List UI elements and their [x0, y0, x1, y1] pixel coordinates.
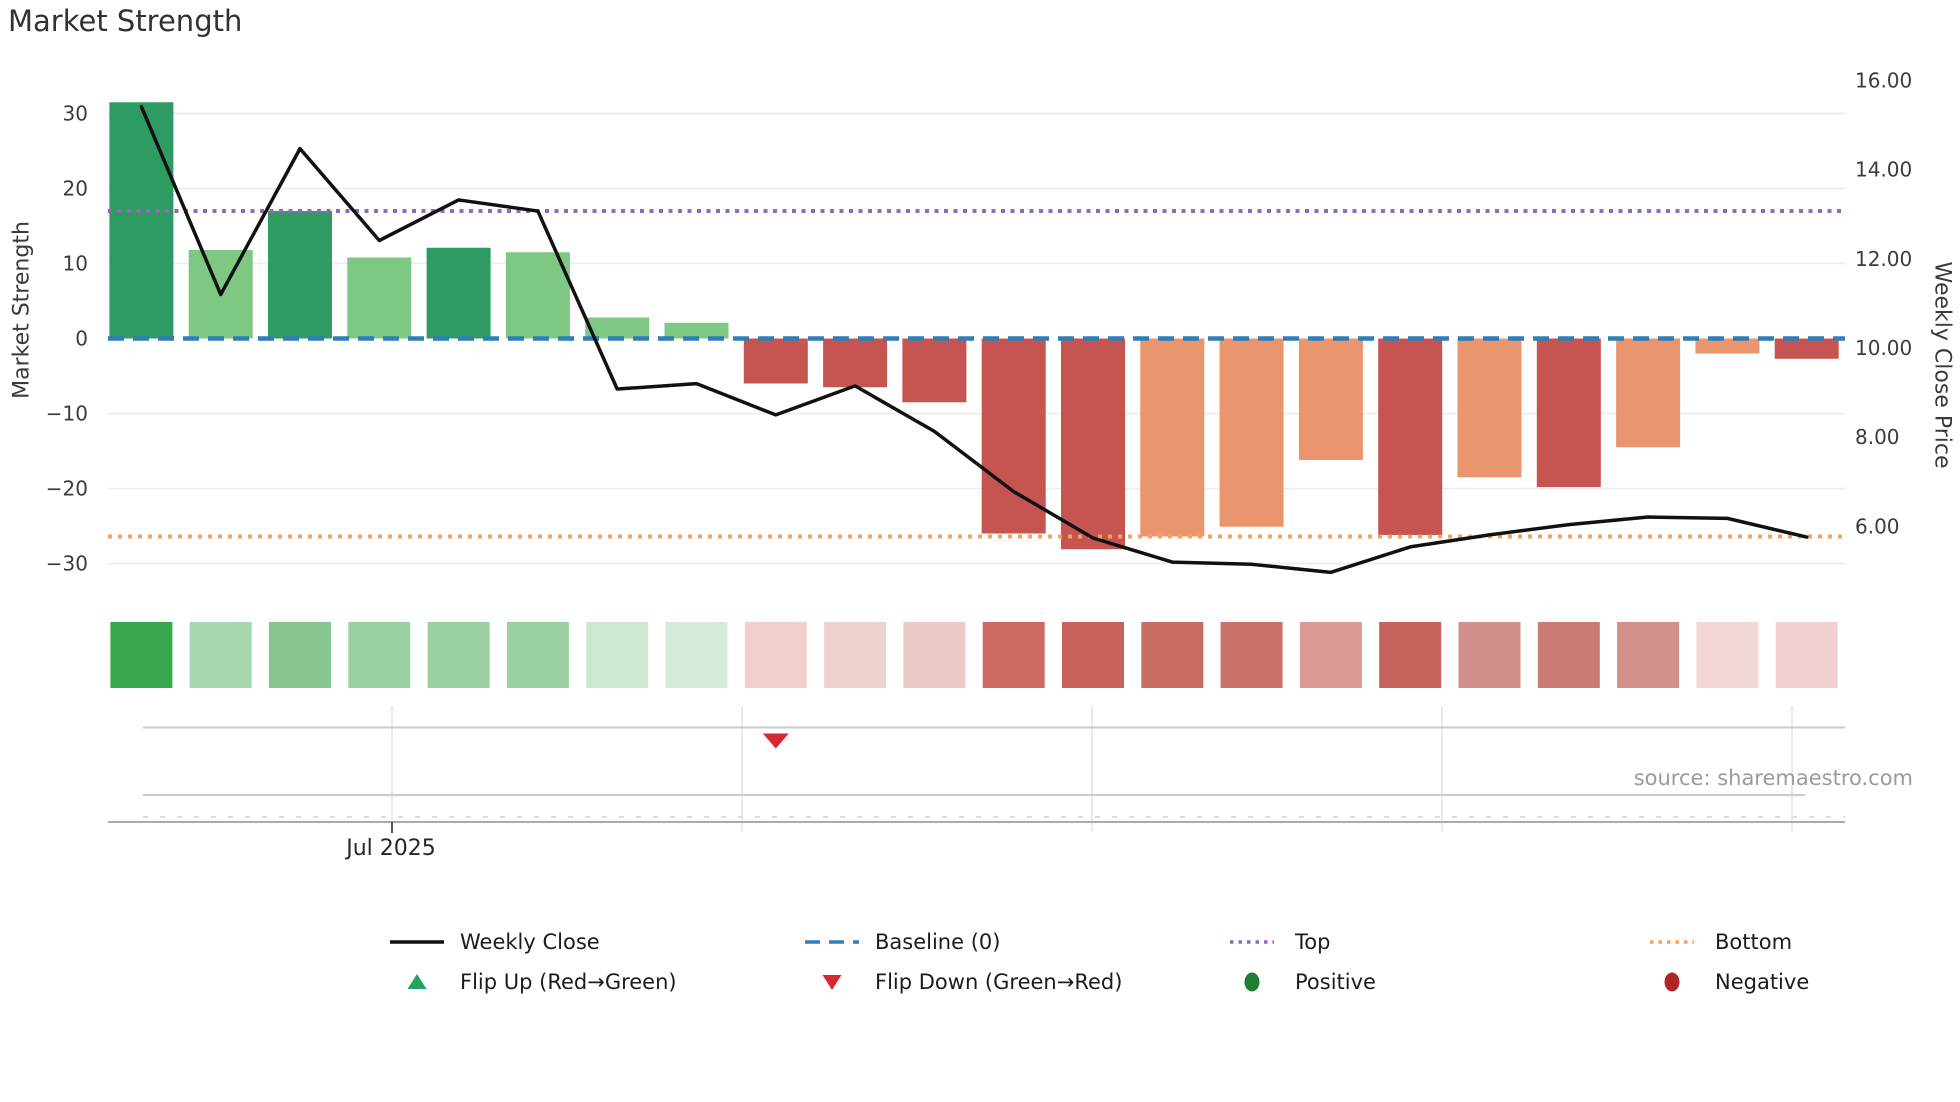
circle-icon — [1664, 972, 1680, 992]
right-axis-title: Weekly Close Price — [1929, 261, 1955, 469]
strength-bar[interactable] — [109, 102, 174, 339]
legend-item[interactable]: Positive — [1223, 968, 1376, 996]
left-tick-label: 0 — [75, 327, 88, 351]
heat-cell[interactable] — [189, 622, 252, 688]
left-axis-title: Market Strength — [9, 221, 35, 399]
legend-label: Bottom — [1715, 930, 1793, 954]
left-tick-label: −20 — [46, 477, 88, 501]
strength-bar[interactable] — [268, 211, 332, 339]
strength-bar[interactable] — [823, 338, 888, 388]
flip-down-marker[interactable] — [762, 733, 789, 749]
x-axis-tick-label: Jul 2025 — [346, 836, 436, 861]
right-tick-label: 6.00 — [1855, 514, 1900, 538]
right-tick-label: 16.00 — [1855, 68, 1912, 92]
heat-cell[interactable] — [665, 622, 728, 688]
legend-item[interactable]: Top — [1223, 928, 1330, 956]
strength-bar[interactable] — [1695, 338, 1760, 354]
heat-cell[interactable] — [1775, 622, 1838, 688]
legend-item[interactable]: Flip Up (Red→Green) — [388, 968, 677, 996]
strength-bar[interactable] — [1616, 338, 1681, 448]
legend-item[interactable]: Flip Down (Green→Red) — [803, 968, 1122, 996]
heat-cell[interactable] — [982, 622, 1045, 688]
left-tick-label: 30 — [63, 102, 88, 126]
strength-bar[interactable] — [1536, 338, 1601, 488]
heat-cell[interactable] — [1617, 622, 1680, 688]
strength-bar[interactable] — [664, 322, 729, 339]
strength-bar[interactable] — [1774, 338, 1839, 359]
strength-bar[interactable] — [1457, 338, 1522, 478]
heat-cell[interactable] — [1062, 622, 1124, 688]
legend-row-2: Flip Up (Red→Green) Flip Down (Green→Red)… — [0, 968, 1960, 996]
triangle-down-icon — [822, 975, 842, 990]
strength-bar[interactable] — [981, 338, 1046, 534]
legend-label: Top — [1295, 930, 1331, 954]
heat-cell[interactable] — [427, 622, 490, 688]
heat-cell[interactable] — [586, 622, 649, 688]
heat-cell[interactable] — [1696, 622, 1759, 688]
legend-label: Weekly Close — [460, 930, 600, 954]
legend-item[interactable]: Bottom — [1643, 928, 1792, 956]
strength-bar[interactable] — [585, 317, 650, 339]
strength-bar[interactable] — [505, 252, 570, 339]
page-title: Market Strength — [8, 4, 243, 38]
heat-cell[interactable] — [1220, 622, 1283, 688]
strength-bar[interactable] — [902, 338, 967, 403]
right-tick-label: 12.00 — [1855, 247, 1912, 271]
heat-cell[interactable] — [110, 622, 173, 688]
right-tick-label: 10.00 — [1855, 336, 1912, 360]
left-tick-label: −30 — [46, 552, 88, 576]
strength-bar[interactable] — [1140, 338, 1205, 537]
left-tick-label: −10 — [46, 402, 88, 426]
heat-cell[interactable] — [269, 622, 331, 688]
triangle-up-icon — [407, 974, 427, 989]
heat-cell[interactable] — [1537, 622, 1600, 688]
heat-cell[interactable] — [744, 622, 807, 688]
left-tick-label: 20 — [63, 177, 88, 201]
heat-cell[interactable] — [348, 622, 411, 688]
heat-cell[interactable] — [1299, 622, 1362, 688]
strength-bar[interactable] — [1219, 338, 1284, 527]
strength-bar[interactable] — [743, 338, 808, 384]
circle-icon — [1244, 972, 1260, 992]
legend-label: Negative — [1715, 970, 1810, 994]
right-tick-label: 14.00 — [1855, 158, 1912, 182]
heat-cell[interactable] — [506, 622, 569, 688]
legend-label: Flip Down (Green→Red) — [875, 970, 1123, 994]
heat-cell[interactable] — [824, 622, 887, 688]
right-tick-label: 8.00 — [1855, 425, 1900, 449]
legend-label: Baseline (0) — [875, 930, 1001, 954]
heat-cell[interactable] — [1379, 622, 1442, 688]
strength-bar[interactable] — [347, 257, 412, 339]
strength-bar[interactable] — [426, 247, 491, 339]
legend-row-1: Weekly Close Baseline (0) Top Bottom — [0, 928, 1960, 956]
legend-item[interactable]: Baseline (0) — [803, 928, 1000, 956]
legend-item[interactable]: Weekly Close — [388, 928, 600, 956]
strength-bar[interactable] — [1061, 338, 1125, 550]
strength-bar[interactable] — [1378, 338, 1443, 536]
left-tick-label: 10 — [63, 252, 88, 276]
heat-cell[interactable] — [903, 622, 966, 688]
weekly-close-line[interactable] — [139, 104, 1809, 575]
heat-cell[interactable] — [1141, 622, 1204, 688]
legend-label: Positive — [1295, 970, 1376, 994]
heat-cell[interactable] — [1458, 622, 1521, 688]
source-note: source: sharemaestro.com — [1633, 766, 1913, 790]
strength-bar[interactable] — [1298, 338, 1363, 461]
legend-label: Flip Up (Red→Green) — [460, 970, 677, 994]
legend-item[interactable]: Negative — [1643, 968, 1809, 996]
